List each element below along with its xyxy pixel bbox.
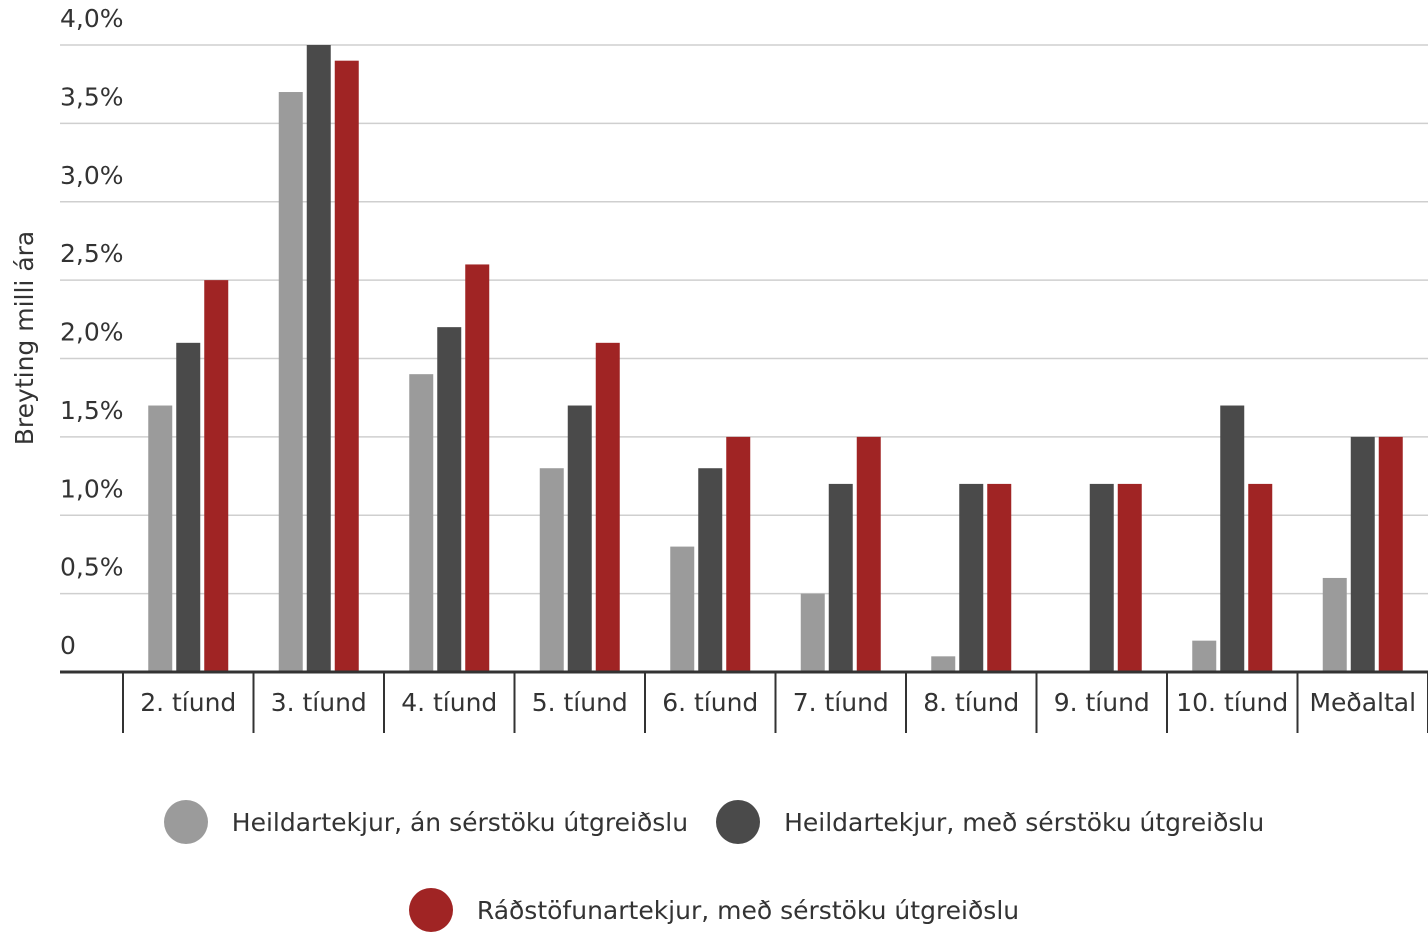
legend-label: Heildartekjur, án sérstöku útgreiðslu bbox=[231, 807, 689, 837]
bar bbox=[1117, 483, 1142, 672]
bar bbox=[1220, 405, 1245, 672]
bar-chart: 0 0,5% 1,0% 1,5% 2,0% 2,5% 3,0% 3,5% 4,0% 2. tíu… bbox=[10, 4, 1428, 733]
y-tick-label: 2,0% bbox=[60, 318, 124, 347]
bar bbox=[1089, 483, 1114, 672]
bar bbox=[800, 593, 825, 672]
bar bbox=[465, 264, 490, 672]
x-tick-label: 2. tíund bbox=[140, 688, 236, 717]
y-tick-label: 0,5% bbox=[60, 553, 124, 582]
y-tick-label: 1,0% bbox=[60, 474, 124, 503]
x-tick-label: 3. tíund bbox=[271, 688, 367, 717]
x-axis: 2. tíund 3. tíund 4. tíund 5. tíund 6. tíund… bbox=[60, 670, 1428, 733]
bar bbox=[1248, 483, 1273, 672]
bar bbox=[306, 45, 331, 672]
bar bbox=[595, 342, 620, 672]
x-tick-label: 6. tíund bbox=[662, 688, 758, 717]
legend-item: Heildartekjur, með sérstöku útgreiðslu bbox=[716, 800, 1264, 844]
y-tick-label: 3,0% bbox=[60, 161, 124, 190]
bar bbox=[409, 374, 434, 672]
bar bbox=[539, 468, 564, 672]
bar bbox=[987, 483, 1012, 672]
y-tick-label: 3,5% bbox=[60, 82, 124, 111]
legend-label: Heildartekjur, með sérstöku útgreiðslu bbox=[784, 807, 1265, 837]
bar bbox=[1322, 577, 1347, 672]
bar bbox=[698, 468, 723, 672]
bar bbox=[828, 483, 853, 672]
bars bbox=[148, 45, 1403, 673]
legend-swatch bbox=[716, 800, 761, 844]
y-tick-label: 0 bbox=[60, 631, 76, 660]
bar bbox=[176, 342, 201, 672]
bar bbox=[204, 280, 229, 672]
bar bbox=[334, 60, 359, 673]
bar bbox=[726, 436, 751, 672]
x-tick-label: 8. tíund bbox=[923, 688, 1019, 717]
bar bbox=[437, 327, 462, 672]
legend-label: Ráðstöfunartekjur, með sérstöku útgreiðs… bbox=[476, 895, 1020, 925]
x-tick-label: 9. tíund bbox=[1054, 688, 1150, 717]
bar bbox=[670, 546, 695, 672]
x-tick-label: Meðaltal bbox=[1309, 688, 1416, 717]
legend-swatch bbox=[408, 888, 453, 932]
y-tick-label: 4,0% bbox=[60, 4, 124, 33]
bar bbox=[959, 483, 984, 672]
y-tick-label: 1,5% bbox=[60, 396, 124, 425]
bar bbox=[1192, 640, 1217, 672]
y-axis-tick-labels: 0 0,5% 1,0% 1,5% 2,0% 2,5% 3,0% 3,5% 4,0% bbox=[60, 4, 124, 660]
legend-swatch bbox=[163, 800, 208, 844]
bar bbox=[1378, 436, 1403, 672]
x-tick-label: 4. tíund bbox=[401, 688, 497, 717]
y-axis-label: Breyting milli ára bbox=[10, 231, 39, 445]
bar bbox=[278, 92, 303, 672]
legend-item: Ráðstöfunartekjur, með sérstöku útgreiðs… bbox=[408, 888, 1020, 932]
y-tick-label: 2,5% bbox=[60, 239, 124, 268]
x-tick-label: 5. tíund bbox=[532, 688, 628, 717]
bar bbox=[567, 405, 592, 672]
bar bbox=[856, 436, 881, 672]
bar bbox=[148, 405, 173, 672]
x-tick-label: 7. tíund bbox=[793, 688, 889, 717]
legend-item: Heildartekjur, án sérstöku útgreiðslu bbox=[163, 800, 689, 844]
x-tick-label: 10. tíund bbox=[1176, 688, 1288, 717]
legend-row-2: Ráðstöfunartekjur, með sérstöku útgreiðs… bbox=[0, 888, 1428, 932]
bar bbox=[1350, 436, 1375, 672]
bar bbox=[931, 656, 956, 672]
legend-row-1: Heildartekjur, án sérstöku útgreiðslu He… bbox=[0, 800, 1428, 844]
